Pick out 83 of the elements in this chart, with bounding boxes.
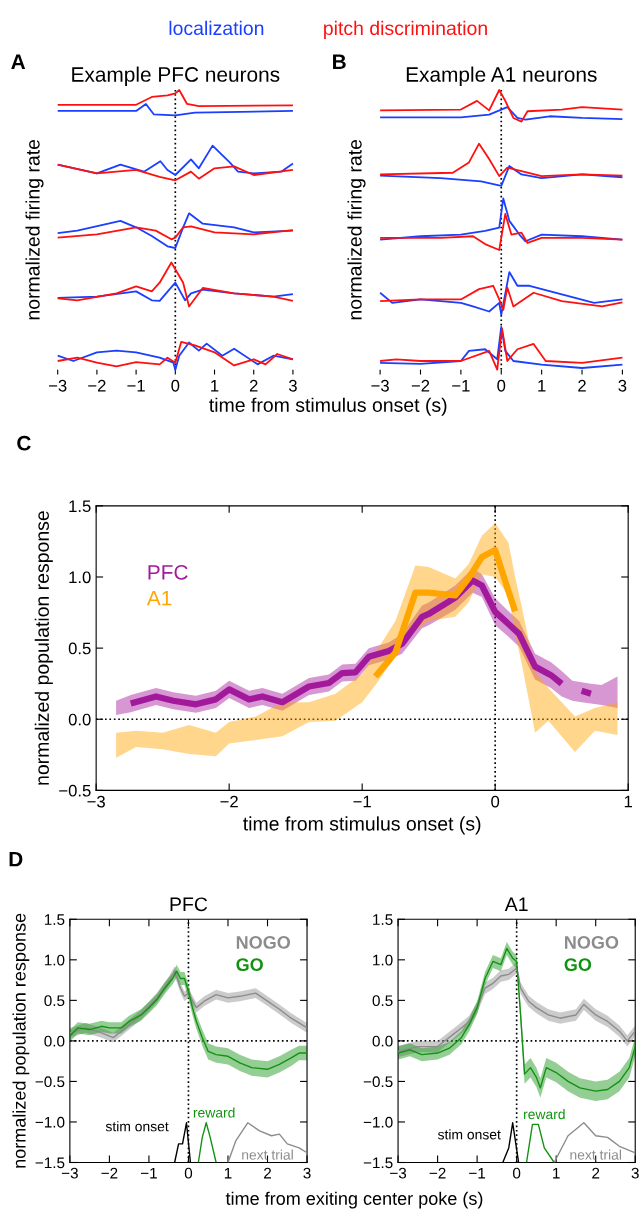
- y-axis-title: normalized population response: [34, 511, 53, 785]
- x-tick-label: −2: [88, 379, 106, 392]
- x-tick-label: 0: [491, 795, 500, 808]
- annotation: stim onset: [437, 1129, 501, 1140]
- x-tick-label: 3: [303, 1167, 311, 1179]
- chart-title: A1: [504, 897, 528, 911]
- x-tick-label: −1: [469, 1167, 486, 1179]
- text: localization: [169, 20, 264, 36]
- x-tick-label: 1: [211, 380, 219, 392]
- x-tick-label: −2: [411, 379, 430, 392]
- chart-title: Example PFC neurons: [72, 66, 280, 86]
- x-tick-label: 2: [249, 379, 258, 392]
- x-tick-label: 2: [592, 1167, 600, 1179]
- y-tick-label: −0.5: [35, 1076, 65, 1088]
- x-tick-label: −3: [371, 379, 389, 392]
- y-tick-label: 0.5: [372, 995, 393, 1007]
- x-tick-label: −1: [452, 380, 470, 392]
- line-series: [553, 1122, 636, 1163]
- x-tick-label: −1: [127, 380, 145, 392]
- y-axis-title: normalized population response: [12, 913, 30, 1168]
- x-tick-label: −1: [353, 795, 371, 808]
- x-tick-label: 1: [624, 795, 632, 808]
- text: D: [9, 852, 23, 867]
- y-tick-label: −1.5: [35, 1157, 65, 1169]
- annotation: stim onset: [105, 1121, 169, 1132]
- x-tick-label: −2: [429, 1167, 446, 1179]
- y-tick-label: 1.5: [44, 914, 65, 925]
- x-axis-title: time from stimulus onset (s): [243, 816, 481, 835]
- x-tick-label: 0: [497, 379, 506, 392]
- x-tick-label: 3: [618, 379, 627, 392]
- text: GO: [564, 958, 592, 972]
- x-tick-label: 1: [224, 1167, 232, 1179]
- annotation: next trial: [570, 1149, 622, 1160]
- y-tick-label: −1.0: [35, 1116, 65, 1128]
- y-tick-label: −1.0: [363, 1116, 393, 1128]
- chart-title: Example A1 neurons: [406, 66, 597, 86]
- x-tick-label: 0: [184, 1167, 193, 1179]
- x-tick-label: −3: [61, 1167, 78, 1179]
- y-tick-label: −0.5: [59, 784, 91, 797]
- text: A: [11, 54, 26, 69]
- x-tick-label: −3: [49, 379, 67, 392]
- annotation: reward: [524, 1109, 565, 1120]
- y-tick-label: 0.0: [372, 1035, 393, 1047]
- text: NOGO: [565, 936, 619, 949]
- chart-title: PFC: [170, 897, 208, 912]
- x-tick-label: −3: [390, 1167, 407, 1179]
- y-tick-label: 0.5: [44, 995, 65, 1007]
- x-tick-label: −1: [140, 1167, 157, 1179]
- y-tick-label: 1.0: [44, 954, 65, 966]
- text: PFC: [148, 564, 188, 580]
- x-tick-label: 3: [288, 379, 297, 392]
- y-tick-label: 1.0: [373, 954, 393, 966]
- y-tick-label: 0.0: [44, 1035, 65, 1047]
- x-tick-label: 1: [538, 380, 546, 392]
- x-tick-label: 3: [631, 1167, 639, 1179]
- annotation: reward: [193, 1107, 235, 1118]
- text: C: [17, 435, 31, 451]
- y-tick-label: −0.5: [363, 1076, 393, 1088]
- y-axis-title: normalized firing rate: [25, 139, 44, 320]
- x-axis-title: time from stimulus onset (s): [209, 397, 447, 416]
- x-tick-label: −2: [220, 795, 238, 808]
- x-tick-label: 2: [578, 379, 586, 392]
- text: pitch discrimination: [324, 20, 487, 39]
- x-tick-label: 0: [171, 379, 180, 392]
- x-tick-label: 2: [264, 1167, 271, 1179]
- y-tick-label: 0.5: [68, 642, 91, 655]
- y-tick-label: −1.5: [363, 1157, 393, 1169]
- y-tick-label: 1.5: [69, 500, 91, 513]
- x-tick-label: 1: [553, 1167, 560, 1179]
- text: NOGO: [236, 936, 291, 949]
- annotation: next trial: [242, 1149, 293, 1160]
- y-axis-title: normalized firing rate: [347, 139, 366, 320]
- y-tick-label: 0.0: [68, 713, 91, 726]
- y-tick-label: 1.5: [373, 914, 393, 925]
- text: A1: [146, 590, 172, 606]
- x-tick-label: −2: [101, 1167, 118, 1179]
- text: GO: [236, 958, 263, 972]
- y-tick-label: 1.0: [69, 571, 91, 584]
- line-series: [227, 1122, 308, 1163]
- x-tick-label: 0: [512, 1167, 521, 1179]
- x-axis-title: time from exiting center poke (s): [225, 1191, 483, 1209]
- x-tick-label: −3: [87, 795, 105, 808]
- text: B: [333, 54, 346, 69]
